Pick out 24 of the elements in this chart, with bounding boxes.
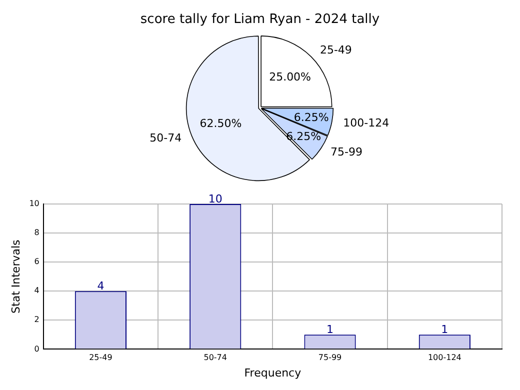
- data-label: 1: [441, 323, 448, 336]
- x-tick-label: 25-49: [89, 353, 112, 362]
- x-tick-label: 100-124: [428, 353, 462, 362]
- data-label: 6.25%: [294, 110, 329, 124]
- x-tick-label: 50-74: [204, 353, 227, 362]
- y-tick-label: 2: [34, 315, 40, 324]
- slice-label: 50-74: [150, 132, 182, 145]
- data-label: 1: [326, 323, 334, 336]
- y-tick-label: 0: [34, 344, 40, 354]
- data-label: 25.00%: [269, 70, 312, 84]
- data-label: 10: [208, 192, 222, 206]
- x-tick-label: 75-99: [318, 353, 342, 362]
- data-label: 4: [97, 279, 104, 292]
- y-tick-label: 8: [34, 228, 40, 238]
- y-tick-label: 6: [34, 257, 40, 266]
- data-label: 62.50%: [200, 116, 242, 130]
- chart-title: score tally for Liam Ryan - 2024 tally: [140, 12, 380, 28]
- y-tick-label: 10: [29, 199, 40, 208]
- y-axis-title: Stat Intervals: [9, 239, 22, 314]
- slice-label: 75-99: [330, 146, 362, 159]
- slice-label: 100-124: [343, 116, 390, 130]
- x-axis-title: Frequency: [244, 366, 302, 380]
- slice-label: 25-49: [320, 44, 352, 57]
- y-tick-label: 4: [34, 286, 40, 296]
